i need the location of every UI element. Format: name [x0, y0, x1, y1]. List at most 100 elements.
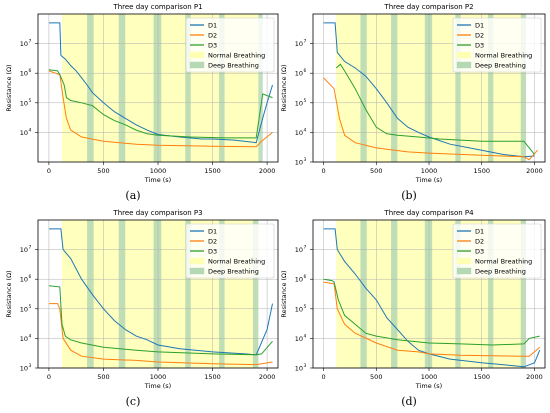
- legend-patch: [456, 257, 472, 265]
- y-tick-label: 10: [295, 276, 303, 284]
- x-tick-label: 0: [321, 167, 325, 175]
- deep-breathing-region: [87, 14, 94, 162]
- series-group: [48, 228, 273, 366]
- series-line-d1: [48, 22, 273, 144]
- deep-breathing-region: [360, 220, 367, 368]
- legend-label: D2: [208, 238, 217, 246]
- deep-breathing-region: [424, 220, 433, 368]
- y-tick-exponent: 6: [304, 68, 307, 74]
- x-tick-label: 2000: [526, 373, 543, 381]
- y-axis-label: Resistance (Ω): [280, 270, 288, 317]
- series-line-d2: [323, 281, 541, 357]
- legend-label: D1: [208, 228, 217, 236]
- y-tick-exponent: 5: [29, 304, 32, 310]
- y-tick-exponent: 3: [304, 363, 307, 369]
- y-tick-label: 10: [20, 40, 28, 48]
- y-tick-exponent: 5: [304, 98, 307, 104]
- y-tick-label: 10: [20, 365, 28, 373]
- x-axis-label: Time (s): [144, 382, 171, 390]
- deep-breathing-region: [185, 220, 191, 368]
- legend-patch: [189, 267, 205, 275]
- legend-label: D3: [475, 248, 484, 256]
- legend-box: [185, 223, 275, 279]
- deep-breathing-region: [219, 220, 225, 368]
- deep-breathing-region: [424, 14, 433, 162]
- legend-label: Normal Breathing: [475, 52, 532, 60]
- legend: D1 D2 D3 Normal Breathing Deep Breathing: [185, 223, 275, 279]
- x-tick-label: 1000: [421, 373, 438, 381]
- legend-patch: [456, 267, 472, 275]
- y-tick-label: 10: [295, 40, 303, 48]
- x-tick-label: 1000: [421, 167, 438, 175]
- x-tick-label: 2000: [526, 167, 543, 175]
- deep-breathing-region: [455, 14, 461, 162]
- legend-box: [452, 17, 542, 73]
- y-tick-label: 10: [295, 305, 303, 313]
- deep-breathing-region: [252, 220, 259, 368]
- deep-breathing-region: [118, 14, 126, 162]
- deep-breathing-region: [153, 14, 162, 162]
- series-group: [48, 22, 273, 148]
- series-line-d1: [323, 22, 535, 158]
- legend-label: Normal Breathing: [208, 258, 265, 266]
- series-line-d3: [48, 69, 273, 139]
- y-tick-exponent: 3: [29, 363, 32, 369]
- y-tick-exponent: 6: [304, 274, 307, 280]
- x-tick-label: 500: [97, 167, 109, 175]
- deep-breathing-region: [219, 14, 225, 162]
- y-axis-label: Resistance (Ω): [280, 64, 288, 111]
- x-tick-label: 2000: [259, 167, 276, 175]
- series-line-d3: [335, 63, 535, 155]
- chart-title: Three day comparison P4: [383, 209, 474, 217]
- legend-patch: [189, 257, 205, 265]
- caption-b: (b): [401, 189, 417, 202]
- deep-breathing-region: [360, 14, 367, 162]
- series-line-d3: [323, 278, 540, 346]
- legend-label: D1: [475, 228, 484, 236]
- y-tick-label: 10: [20, 276, 28, 284]
- x-tick-label: 2000: [259, 373, 276, 381]
- legend-patch: [456, 51, 472, 59]
- y-tick-exponent: 4: [29, 333, 32, 339]
- x-tick-label: 1000: [150, 373, 167, 381]
- y-tick-label: 10: [295, 246, 303, 254]
- x-tick-label: 500: [97, 373, 109, 381]
- chart-title: Three day comparison P1: [112, 3, 202, 11]
- x-tick-label: 0: [47, 167, 51, 175]
- legend-label: D1: [475, 22, 484, 30]
- legend-patch: [189, 61, 205, 69]
- y-tick-exponent: 6: [29, 68, 32, 74]
- y-tick-label: 10: [20, 246, 28, 254]
- x-axis-label: Time (s): [415, 382, 442, 390]
- y-tick-label: 10: [295, 335, 303, 343]
- x-tick-label: 1500: [473, 167, 490, 175]
- legend-label: Deep Breathing: [208, 62, 259, 70]
- y-tick-exponent: 6: [29, 274, 32, 280]
- legend-label: Deep Breathing: [475, 62, 526, 70]
- legend-label: Deep Breathing: [475, 268, 526, 276]
- caption-c: (c): [125, 395, 141, 408]
- y-tick-label: 10: [20, 335, 28, 343]
- legend-box: [452, 223, 542, 279]
- chart-title: Three day comparison P3: [112, 209, 202, 217]
- series-line-d1: [323, 228, 541, 368]
- series-line-d1: [48, 228, 273, 356]
- y-tick-label: 10: [20, 70, 28, 78]
- y-tick-exponent: 7: [304, 39, 307, 45]
- y-tick-exponent: 4: [29, 127, 32, 133]
- legend-label: Deep Breathing: [208, 268, 259, 276]
- deep-breathing-region: [391, 14, 398, 162]
- x-tick-label: 1500: [204, 373, 221, 381]
- y-tick-exponent: 7: [29, 39, 32, 45]
- legend-label: D2: [475, 238, 484, 246]
- legend-label: D2: [475, 32, 484, 40]
- legend: D1 D2 D3 Normal Breathing Deep Breathing: [452, 17, 542, 73]
- legend-label: Normal Breathing: [475, 258, 532, 266]
- y-axis-label: Resistance (Ω): [5, 270, 13, 317]
- series-line-d2: [323, 77, 538, 161]
- deep-breathing-region: [258, 14, 263, 162]
- y-tick-exponent: 5: [304, 304, 307, 310]
